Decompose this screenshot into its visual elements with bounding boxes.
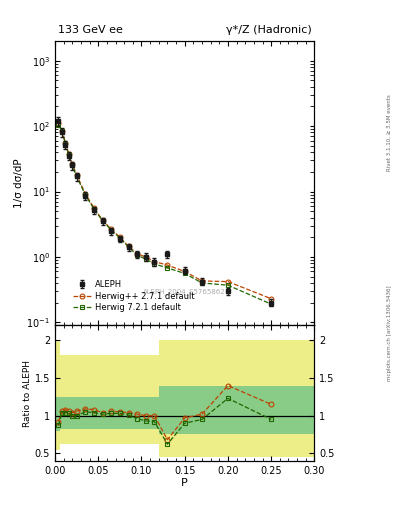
Herwig 7.2.1 default — [269, 301, 274, 307]
Herwig++ 2.7.1 default — [60, 127, 64, 134]
Y-axis label: Ratio to ALEPH: Ratio to ALEPH — [23, 359, 32, 426]
Herwig 7.2.1 default — [226, 282, 230, 288]
Legend: ALEPH, Herwig++ 2.7.1 default, Herwig 7.2.1 default: ALEPH, Herwig++ 2.7.1 default, Herwig 7.… — [70, 277, 198, 315]
Herwig++ 2.7.1 default — [182, 268, 187, 274]
Herwig++ 2.7.1 default — [92, 205, 96, 211]
Herwig++ 2.7.1 default — [70, 161, 75, 167]
Text: mcplots.cern.ch [arXiv:1306.3436]: mcplots.cern.ch [arXiv:1306.3436] — [387, 285, 392, 380]
Herwig++ 2.7.1 default — [126, 243, 131, 249]
Herwig 7.2.1 default — [63, 140, 68, 146]
Herwig++ 2.7.1 default — [152, 259, 157, 265]
Herwig++ 2.7.1 default — [165, 262, 170, 268]
Herwig++ 2.7.1 default — [74, 172, 79, 178]
Herwig++ 2.7.1 default — [226, 279, 230, 285]
Herwig++ 2.7.1 default — [63, 139, 68, 145]
Herwig 7.2.1 default — [70, 162, 75, 168]
Herwig++ 2.7.1 default — [143, 254, 148, 260]
Text: ALEPH_2004_S5765862: ALEPH_2004_S5765862 — [143, 288, 226, 294]
Herwig 7.2.1 default — [152, 261, 157, 267]
Herwig 7.2.1 default — [200, 280, 204, 286]
Herwig++ 2.7.1 default — [269, 295, 274, 302]
Text: γ*/Z (Hadronic): γ*/Z (Hadronic) — [226, 25, 312, 35]
Herwig 7.2.1 default — [83, 192, 88, 198]
Herwig 7.2.1 default — [109, 227, 114, 233]
Herwig 7.2.1 default — [135, 252, 140, 259]
Herwig++ 2.7.1 default — [109, 226, 114, 232]
Line: Herwig++ 2.7.1 default: Herwig++ 2.7.1 default — [56, 121, 274, 301]
Line: Herwig 7.2.1 default: Herwig 7.2.1 default — [56, 122, 274, 307]
Herwig 7.2.1 default — [118, 235, 122, 241]
Herwig++ 2.7.1 default — [135, 251, 140, 257]
Herwig++ 2.7.1 default — [83, 190, 88, 197]
Herwig 7.2.1 default — [66, 152, 71, 158]
Herwig 7.2.1 default — [182, 270, 187, 276]
Herwig++ 2.7.1 default — [118, 234, 122, 240]
Herwig 7.2.1 default — [126, 244, 131, 250]
X-axis label: P: P — [181, 478, 188, 488]
Herwig++ 2.7.1 default — [200, 278, 204, 284]
Text: Rivet 3.1.10, ≥ 3.5M events: Rivet 3.1.10, ≥ 3.5M events — [387, 95, 392, 172]
Herwig 7.2.1 default — [92, 206, 96, 212]
Y-axis label: 1/σ dσ/dP: 1/σ dσ/dP — [13, 158, 24, 208]
Herwig 7.2.1 default — [74, 174, 79, 180]
Herwig++ 2.7.1 default — [66, 151, 71, 157]
Herwig 7.2.1 default — [143, 256, 148, 262]
Herwig++ 2.7.1 default — [56, 120, 61, 126]
Herwig++ 2.7.1 default — [100, 217, 105, 223]
Herwig 7.2.1 default — [56, 122, 61, 128]
Herwig 7.2.1 default — [100, 218, 105, 224]
Herwig 7.2.1 default — [60, 129, 64, 135]
Text: 133 GeV ee: 133 GeV ee — [58, 25, 123, 35]
Herwig 7.2.1 default — [165, 265, 170, 271]
